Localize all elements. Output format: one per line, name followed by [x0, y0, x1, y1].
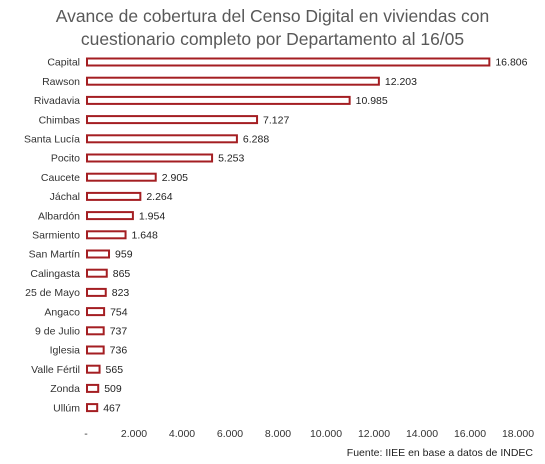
bar: [86, 326, 105, 336]
bar: [86, 268, 108, 278]
bar: [86, 115, 259, 125]
category-label: Rawson: [42, 76, 80, 88]
value-label: 10.985: [356, 95, 388, 107]
value-label: 12.203: [385, 76, 417, 88]
value-label: 865: [113, 268, 131, 280]
chart-title-line-1: Avance de cobertura del Censo Digital en…: [55, 6, 490, 26]
x-tick-label: 8.000: [265, 428, 291, 440]
category-label: Angaco: [44, 306, 80, 318]
bar: [86, 76, 380, 86]
category-label: Chimbas: [39, 114, 80, 126]
value-label: 6.288: [243, 134, 269, 146]
category-label: Santa Lucía: [24, 134, 80, 146]
category-label: Calingasta: [30, 268, 80, 280]
category-label: Ullúm: [53, 402, 80, 414]
category-label: 9 de Julio: [35, 326, 80, 338]
value-label: 5.253: [218, 153, 244, 165]
chart-title: Avance de cobertura del Censo Digital en…: [0, 5, 545, 51]
chart-title-line-2: cuestionario completo por Departamento a…: [80, 29, 465, 49]
value-label: 565: [106, 364, 124, 376]
category-label: Capital: [47, 57, 80, 69]
bar: [86, 345, 105, 355]
value-label: 823: [112, 287, 130, 299]
x-tick-label: 18.000: [502, 428, 534, 440]
category-label: San Martín: [29, 249, 81, 261]
bar: [86, 134, 238, 144]
x-tick-label: -: [84, 428, 88, 440]
category-label: Rivadavia: [34, 95, 80, 107]
source-note: Fuente: IIEE en base a datos de INDEC: [346, 447, 533, 459]
value-label: 754: [110, 306, 128, 318]
bar: [86, 403, 99, 413]
category-label: Sarmiento: [32, 230, 80, 242]
category-label: Caucete: [41, 172, 80, 184]
x-tick-label: 16.000: [454, 428, 486, 440]
bar: [86, 230, 127, 240]
value-label: 2.264: [146, 191, 172, 203]
category-label: Pocito: [51, 153, 80, 165]
value-label: 1.648: [132, 230, 158, 242]
bar: [86, 191, 142, 201]
bar: [86, 95, 351, 105]
x-tick-label: 12.000: [358, 428, 390, 440]
category-label: Zonda: [50, 383, 80, 395]
category-label: Jáchal: [50, 191, 80, 203]
bar: [86, 383, 100, 393]
value-label: 16.806: [495, 57, 527, 69]
bar: [86, 249, 111, 259]
bar: [86, 211, 134, 221]
bar: [86, 57, 491, 67]
x-tick-label: 6.000: [217, 428, 243, 440]
value-label: 1.954: [139, 210, 165, 222]
value-label: 2.905: [162, 172, 188, 184]
category-label: Albardón: [38, 210, 80, 222]
x-tick-label: 14.000: [406, 428, 438, 440]
value-label: 736: [110, 345, 128, 357]
category-label: 25 de Mayo: [25, 287, 80, 299]
category-label: Valle Fértil: [31, 364, 80, 376]
value-label: 509: [104, 383, 122, 395]
bar: [86, 153, 214, 163]
bar: [86, 287, 107, 297]
value-label: 737: [110, 326, 128, 338]
value-label: 467: [103, 402, 121, 414]
x-tick-label: 4.000: [169, 428, 195, 440]
bar: [86, 364, 101, 374]
x-tick-label: 2.000: [121, 428, 147, 440]
bar: [86, 307, 106, 317]
bar: [86, 172, 157, 182]
category-label: Iglesia: [50, 345, 81, 357]
x-tick-label: 10.000: [310, 428, 342, 440]
value-label: 959: [115, 249, 133, 261]
value-label: 7.127: [263, 114, 289, 126]
